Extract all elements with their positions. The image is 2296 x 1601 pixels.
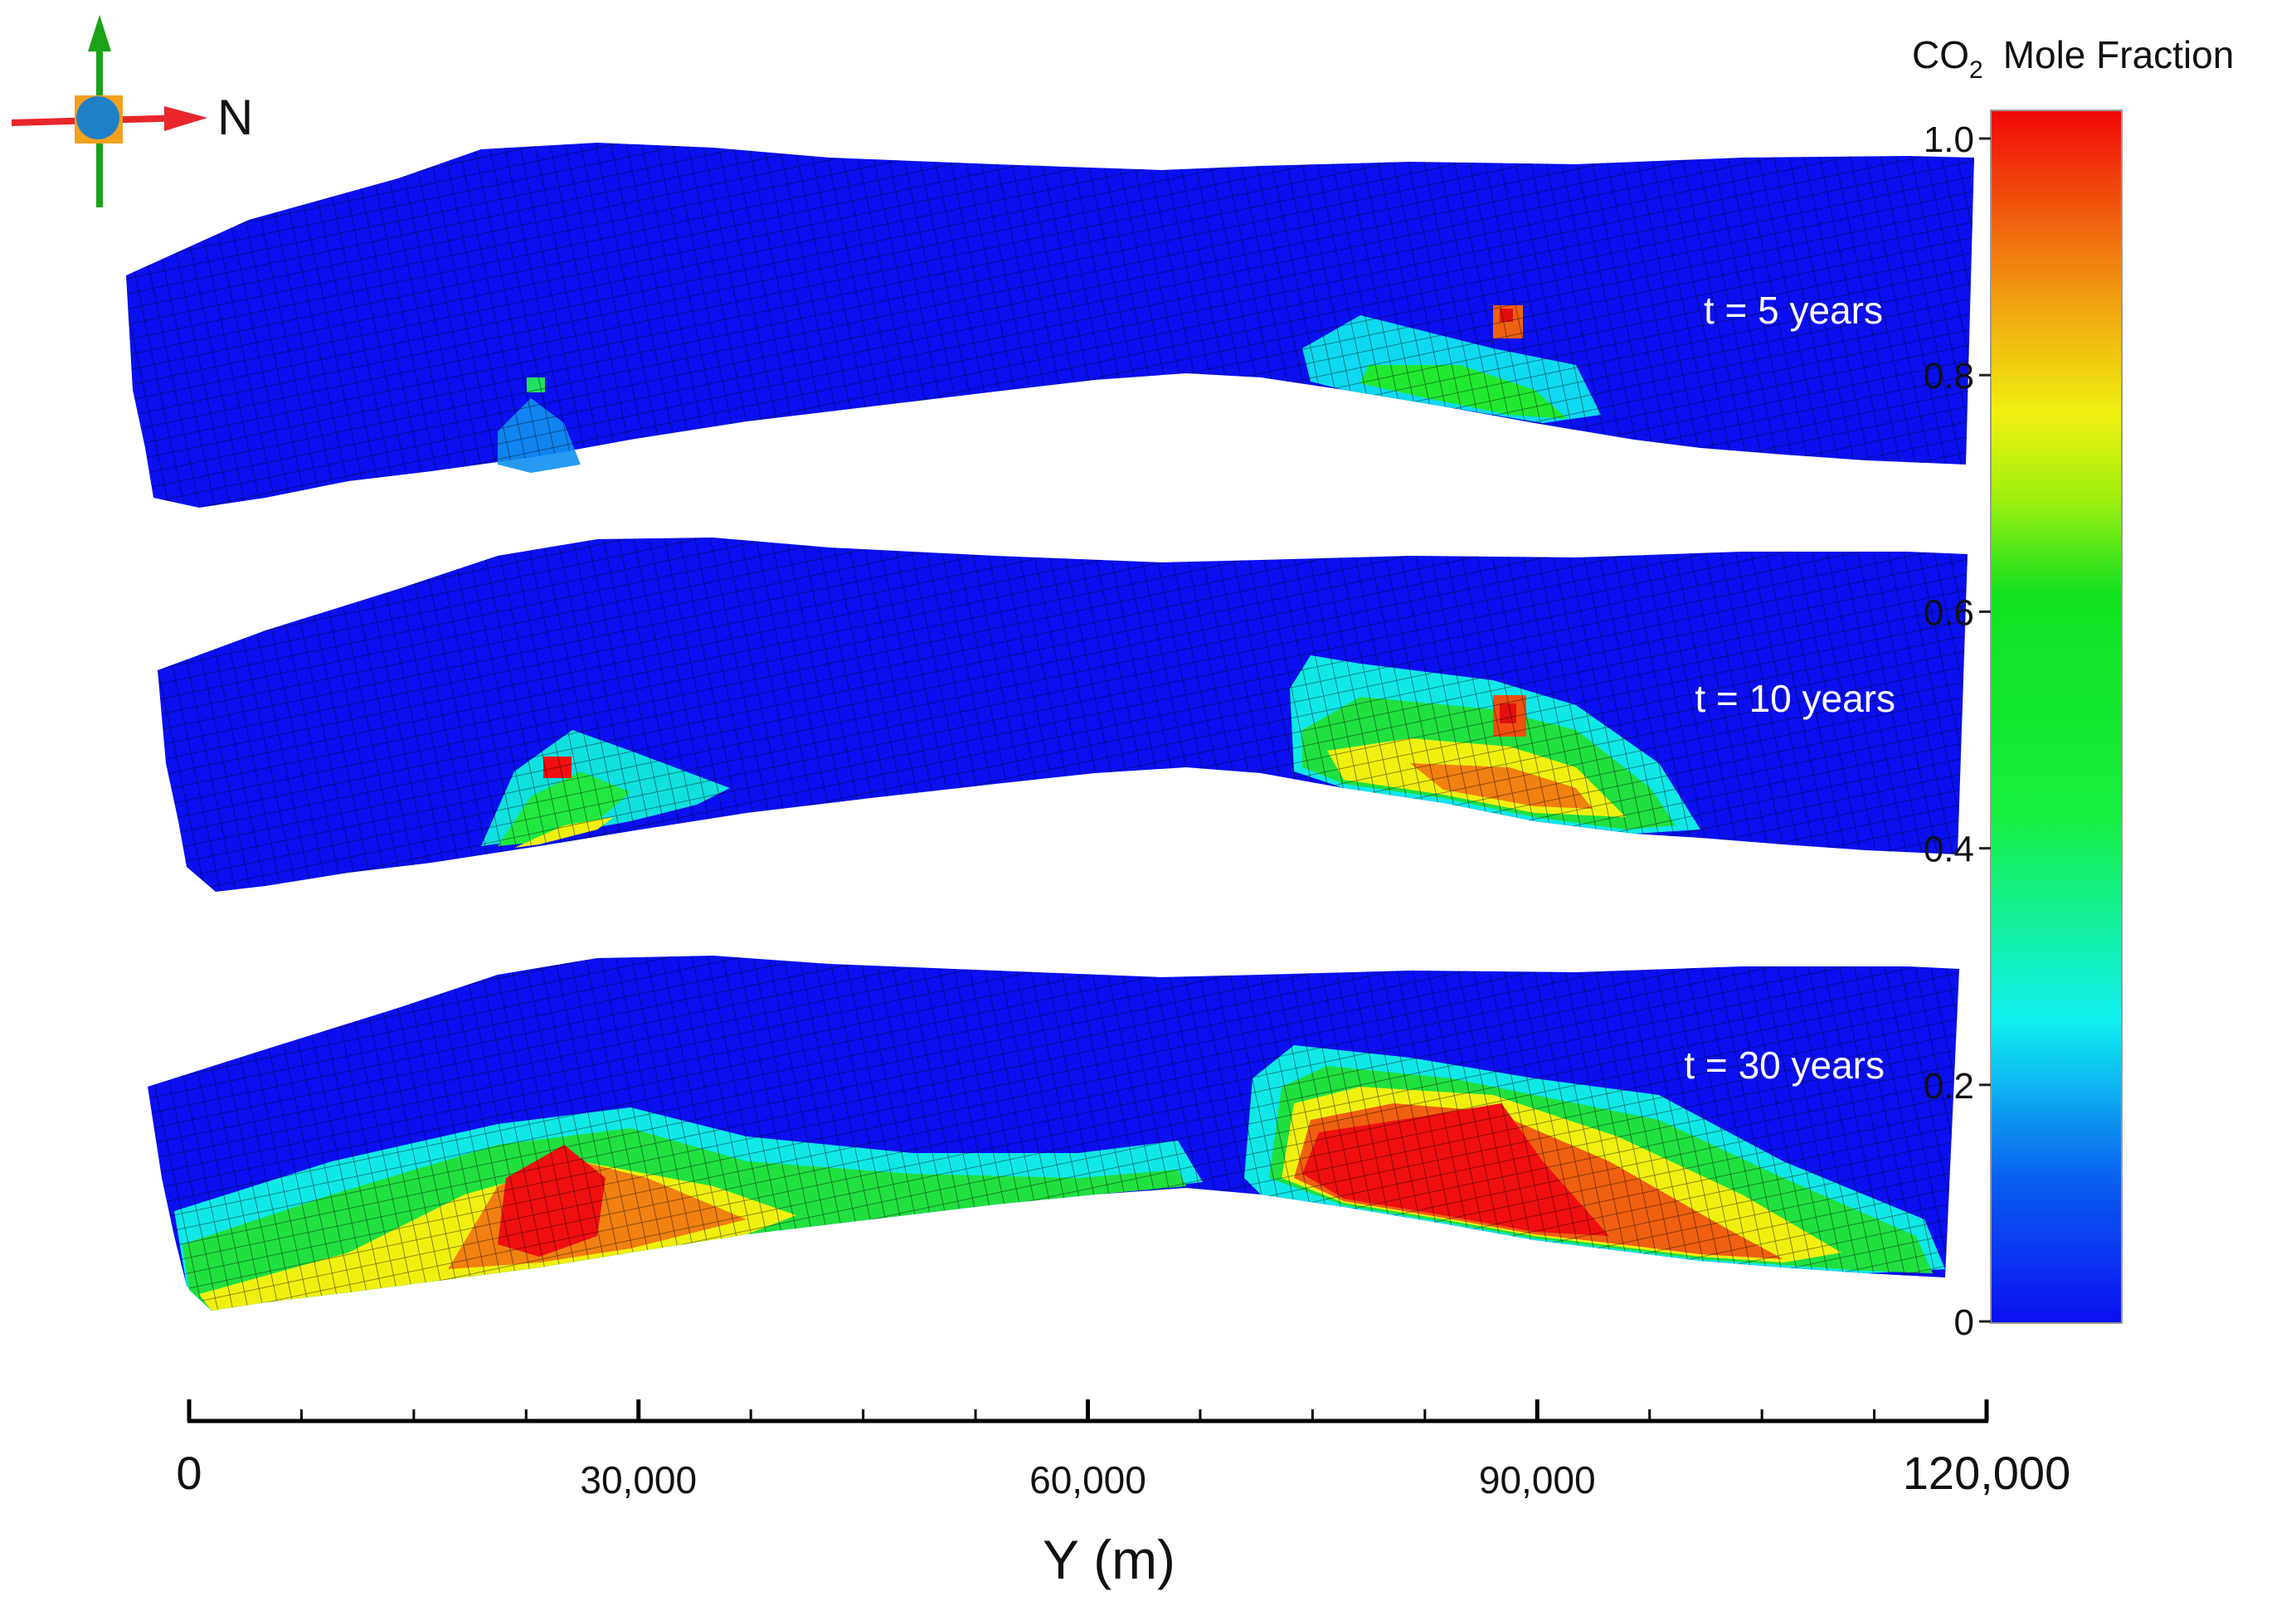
colorbar-ticks: 1.0 0.8 0.6 0.4 0.2 0 (1924, 119, 1991, 1343)
panel-t30-label: t = 30 years (1684, 1044, 1885, 1087)
panel-t10-label: t = 10 years (1695, 677, 1895, 720)
x-axis-tick-label: 30,000 (580, 1458, 697, 1501)
x-axis-tick-label: 90,000 (1479, 1458, 1596, 1501)
x-axis-title: Y (m) (1043, 1529, 1175, 1590)
compass-up-arrowhead (88, 15, 111, 51)
x-axis-tick-label: 0 (176, 1447, 202, 1499)
panel-t10-grid-overlay (158, 538, 1968, 892)
compass-right-arrowhead (164, 106, 207, 131)
colorbar-title-co: CO (1912, 33, 1969, 76)
colorbar-title: CO2 Mole Fraction (1912, 33, 2234, 84)
colorbar-title-subscript: 2 (1969, 56, 1983, 84)
colorbar-tick-label: 1.0 (1924, 119, 1974, 160)
x-axis: 0 30,000 60,000 90,000 120,000 Y (m) (176, 1399, 2070, 1590)
panel-t30-grid-overlay (148, 956, 1959, 1311)
compass-north-label: N (217, 90, 253, 145)
colorbar-gradient (1990, 109, 2123, 1324)
colorbar-tick-label: 0.2 (1924, 1066, 1974, 1107)
colorbar: CO2 Mole Fraction 1.0 0.8 0.6 0.4 0.2 0 (1912, 33, 2234, 1343)
compass: N (11, 15, 253, 207)
colorbar-tick-label: 0.8 (1924, 356, 1974, 397)
panel-t5-grid-overlay (126, 143, 1974, 508)
panel-t5: t = 5 years (126, 143, 1974, 508)
colorbar-tick-label: 0.4 (1924, 830, 1974, 870)
panel-t10: t = 10 years (158, 538, 1968, 892)
x-axis-tick-label: 60,000 (1029, 1458, 1146, 1501)
x-axis-ticks: 0 30,000 60,000 90,000 120,000 (176, 1399, 2070, 1501)
panel-t30: t = 30 years (148, 956, 1959, 1311)
compass-center-circle (76, 96, 119, 139)
x-axis-tick-label: 120,000 (1903, 1447, 2070, 1499)
colorbar-tick-label: 0 (1954, 1302, 1974, 1343)
colorbar-title-rest: Mole Fraction (2003, 33, 2235, 76)
colorbar-tick-label: 0.6 (1924, 592, 1974, 633)
panel-t5-label: t = 5 years (1704, 289, 1883, 332)
